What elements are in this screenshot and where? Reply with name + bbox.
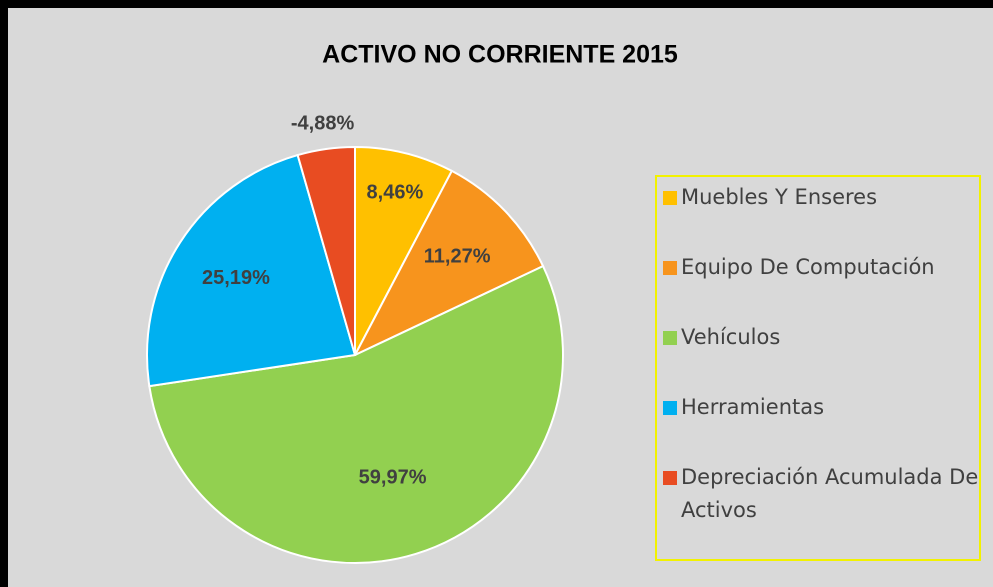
legend-label: Herramientas bbox=[681, 395, 825, 419]
pie-slice bbox=[296, 145, 356, 356]
data-label: 8,46% bbox=[367, 182, 424, 204]
legend: Muebles Y Enseres Equipo De Computación Ve… bbox=[655, 175, 981, 561]
pie-slice bbox=[146, 153, 357, 388]
legend-item: Herramientas bbox=[663, 391, 979, 424]
legend-item: Depreciación Acumulada De Activos bbox=[663, 461, 979, 527]
legend-swatch bbox=[663, 471, 677, 485]
chart-title: ACTIVO NO CORRIENTE 2015 bbox=[322, 41, 678, 69]
legend-swatch bbox=[663, 401, 677, 415]
legend-swatch bbox=[663, 191, 677, 205]
data-label: 11,27% bbox=[424, 245, 491, 267]
legend-label: Depreciación Acumulada De Activos bbox=[681, 465, 979, 522]
data-label: -4,88% bbox=[291, 113, 355, 135]
legend-item: Vehículos bbox=[663, 321, 979, 354]
legend-swatch bbox=[663, 331, 677, 345]
data-label: 25,19% bbox=[202, 267, 270, 289]
data-label: 59,97% bbox=[359, 467, 427, 489]
legend-item: Equipo De Computación bbox=[663, 251, 979, 284]
pie-slice bbox=[354, 145, 454, 356]
legend-label: Muebles Y Enseres bbox=[681, 185, 878, 209]
legend-item: Muebles Y Enseres bbox=[663, 181, 979, 214]
legend-label: Equipo De Computación bbox=[681, 255, 935, 279]
pie-slice bbox=[352, 169, 545, 358]
legend-swatch bbox=[663, 261, 677, 275]
legend-label: Vehículos bbox=[681, 325, 781, 349]
pie-slice bbox=[148, 264, 564, 564]
